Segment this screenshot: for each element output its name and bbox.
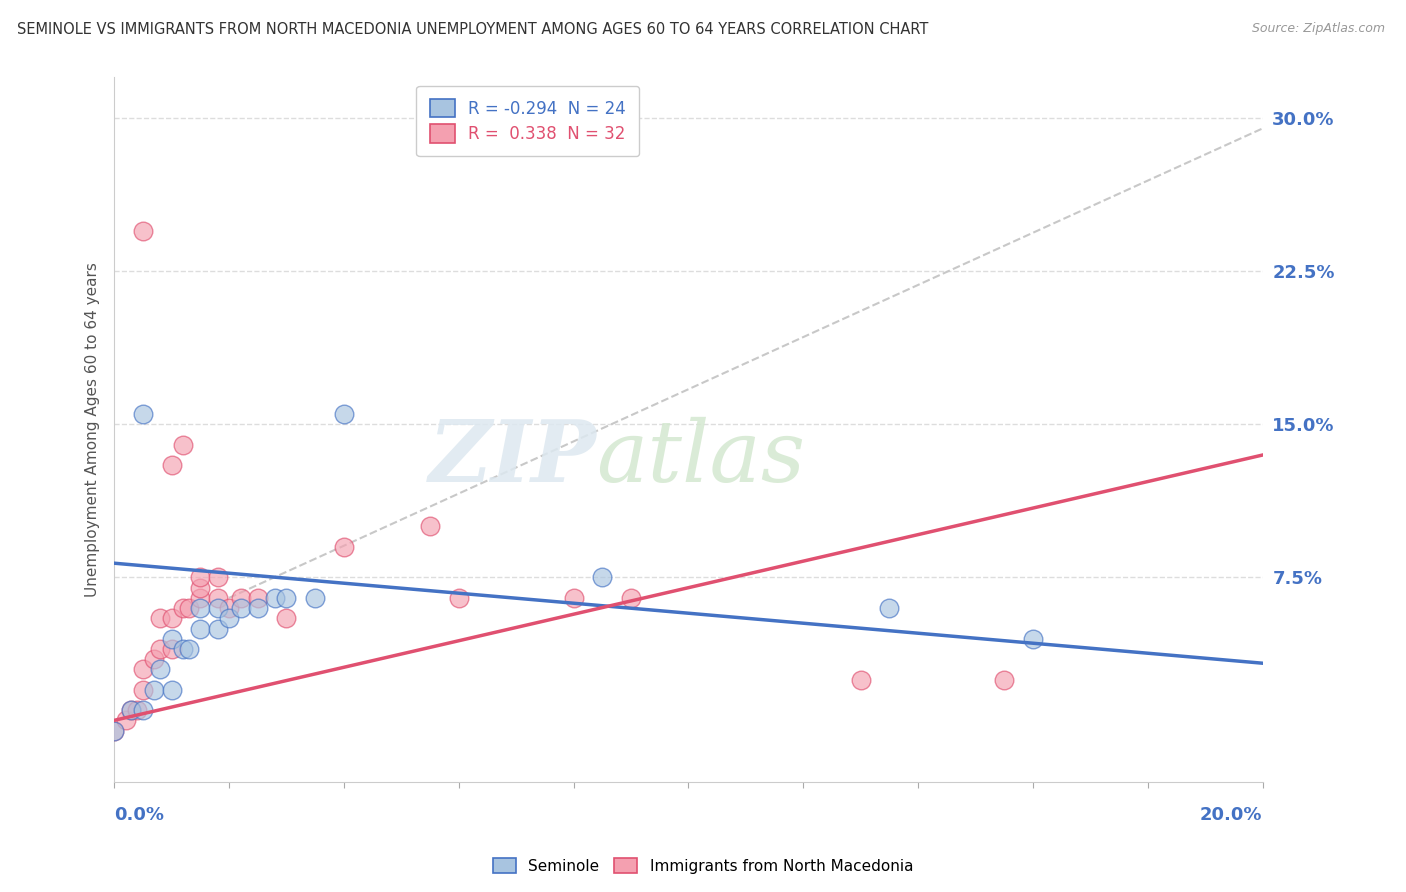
Point (1022, 632, 1045, 646)
Point (172, 601, 194, 615)
Text: atlas: atlas (596, 417, 806, 499)
Point (591, 570, 613, 584)
Point (264, 591, 287, 605)
Legend: Seminole, Immigrants from North Macedonia: Seminole, Immigrants from North Macedoni… (486, 852, 920, 880)
Point (149, 641, 172, 656)
Point (333, 540, 356, 554)
Y-axis label: Unemployment Among Ages 60 to 64 years: Unemployment Among Ages 60 to 64 years (86, 262, 100, 597)
Point (207, 601, 229, 615)
Point (120, 703, 142, 717)
Point (120, 703, 142, 717)
Point (849, 673, 872, 687)
Point (419, 519, 441, 533)
Point (562, 591, 585, 605)
Point (276, 611, 298, 625)
Point (143, 682, 166, 697)
Point (132, 662, 155, 676)
Text: ZIP: ZIP (429, 416, 596, 500)
Point (218, 611, 240, 625)
Text: SEMINOLE VS IMMIGRANTS FROM NORTH MACEDONIA UNEMPLOYMENT AMONG AGES 60 TO 64 YEA: SEMINOLE VS IMMIGRANTS FROM NORTH MACEDO… (17, 22, 928, 37)
Point (620, 591, 643, 605)
Point (188, 591, 211, 605)
Point (304, 591, 326, 605)
Point (246, 601, 269, 615)
Point (879, 601, 901, 615)
Text: 0.0%: 0.0% (114, 806, 165, 824)
Point (218, 601, 240, 615)
Point (132, 407, 155, 421)
Point (132, 682, 155, 697)
Point (114, 714, 136, 728)
Point (103, 723, 125, 738)
Legend: R = -0.294  N = 24, R =  0.338  N = 32: R = -0.294 N = 24, R = 0.338 N = 32 (416, 86, 638, 156)
Point (149, 611, 172, 625)
Point (177, 641, 200, 656)
Point (229, 591, 252, 605)
Point (207, 570, 229, 584)
Point (276, 591, 298, 605)
Point (127, 703, 149, 717)
Point (188, 622, 211, 636)
Point (160, 632, 183, 646)
Point (172, 438, 194, 452)
Point (177, 601, 200, 615)
Text: Source: ZipAtlas.com: Source: ZipAtlas.com (1251, 22, 1385, 36)
Point (993, 673, 1015, 687)
Point (160, 682, 183, 697)
Point (333, 407, 356, 421)
Point (188, 581, 211, 595)
Point (246, 591, 269, 605)
Point (160, 458, 183, 473)
Point (160, 611, 183, 625)
Point (207, 622, 229, 636)
Text: 20.0%: 20.0% (1201, 806, 1263, 824)
Point (172, 641, 194, 656)
Point (103, 723, 125, 738)
Point (229, 601, 252, 615)
Point (160, 641, 183, 656)
Point (143, 652, 166, 666)
Point (188, 570, 211, 584)
Point (132, 703, 155, 717)
Point (207, 591, 229, 605)
Point (188, 601, 211, 615)
Point (149, 662, 172, 676)
Point (132, 223, 155, 237)
Point (447, 591, 470, 605)
